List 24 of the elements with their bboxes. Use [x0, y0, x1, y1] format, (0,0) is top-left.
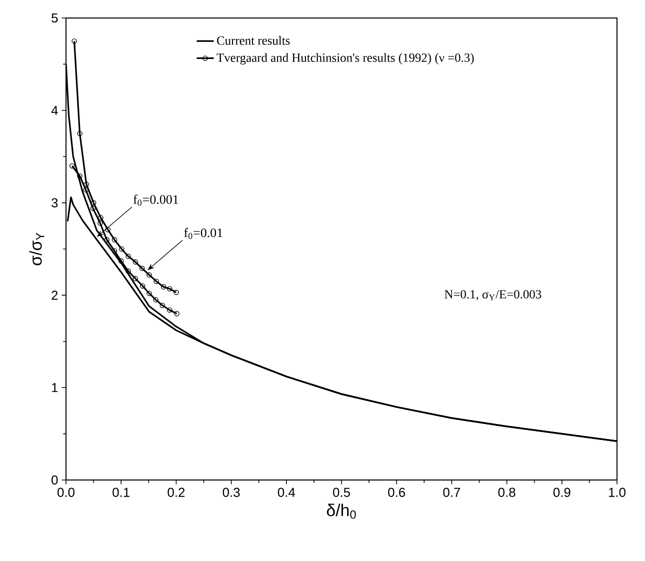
- x-tick-label: 0.6: [388, 488, 406, 497]
- annotation: N=0.1, σ$_{Y}$/E=0.003: [444, 290, 542, 300]
- x-tick-label: 0.3: [222, 488, 240, 497]
- x-tick-label: 0.5: [333, 488, 350, 497]
- x-tick-label: 0.8: [498, 488, 516, 497]
- x-axis-title: δ/h$_{0}$: [326, 504, 356, 519]
- x-tick-label: 0.0: [58, 488, 75, 497]
- x-tick-label: 1.0: [608, 488, 626, 497]
- y-tick-label: 0: [52, 475, 58, 485]
- x-tick-label: 0.7: [443, 488, 460, 497]
- legend-label: Current results: [217, 36, 290, 45]
- y-tick-label: 5: [52, 13, 58, 23]
- legend-label: Tvergaard and Hutchinsion's results (1992) (ν =0.3): [216, 53, 474, 64]
- x-tick-label: 0.9: [553, 488, 570, 497]
- y-tick-label: 2: [52, 290, 58, 300]
- x-tick-label: 0.1: [112, 488, 130, 497]
- y-tick-label: 1: [52, 383, 58, 392]
- x-tick-label: 0.4: [278, 488, 296, 497]
- annotation: f$_{0}$=0.001: [133, 194, 178, 206]
- y-tick-label: 4: [51, 106, 58, 115]
- x-tick-label: 0.2: [168, 488, 185, 497]
- annotation: f$_{0}$=0.01: [184, 228, 222, 240]
- y-axis-title: σ/σ$_{Y}$: [29, 232, 44, 266]
- y-tick-label: 3: [52, 198, 58, 208]
